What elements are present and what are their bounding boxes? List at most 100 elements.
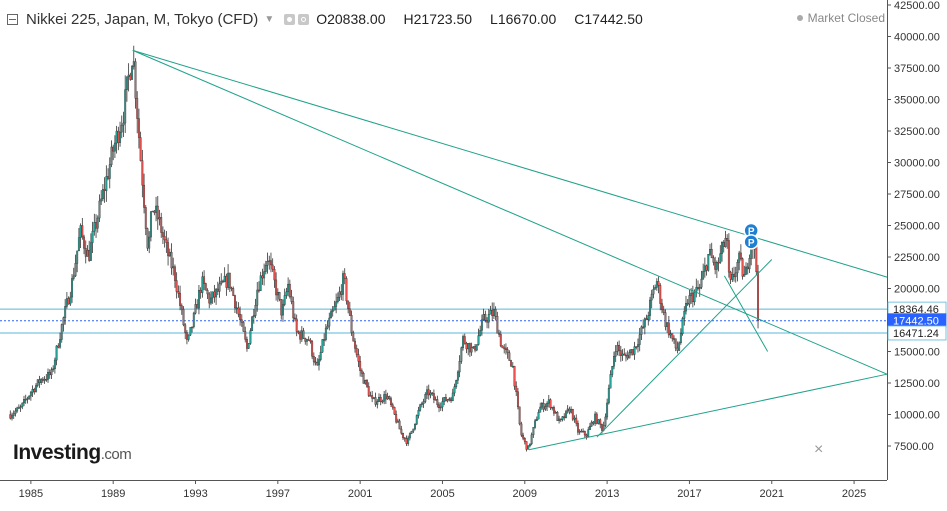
y-tick-label: 42500.00 (894, 0, 940, 12)
candle-body (131, 66, 134, 80)
ohlc-close: C17442.50 (574, 11, 643, 27)
symbol-title[interactable]: Nikkei 225, Japan, M, Tokyo (CFD) (26, 10, 259, 28)
candle-body (678, 342, 681, 351)
candle-body (141, 160, 144, 186)
candle-body (537, 412, 540, 420)
x-tick-label: 2013 (595, 488, 619, 500)
candle-body (270, 260, 272, 266)
candle-body (631, 349, 634, 355)
candle-body (657, 281, 660, 286)
candle-body (734, 272, 737, 278)
candle-body (372, 397, 375, 399)
candle-body (741, 258, 744, 277)
candle-body (554, 411, 557, 414)
candle-body (355, 348, 358, 355)
candle-body (594, 413, 597, 424)
candle-body (635, 346, 638, 348)
candle-body (595, 413, 598, 424)
investing-logo: Investing.com (13, 441, 132, 465)
candle-body (292, 301, 295, 319)
candle-body (182, 309, 185, 326)
candle-body (35, 385, 37, 392)
candle-body (625, 354, 627, 357)
candle-body (523, 438, 526, 442)
candle-body (302, 330, 305, 339)
candle-body (234, 295, 236, 309)
logo-domain: .com (100, 446, 132, 463)
eye-icon[interactable] (284, 13, 296, 25)
candle-body (715, 261, 718, 270)
candle-body (247, 343, 250, 349)
candle-body (120, 124, 123, 133)
candle-body (626, 355, 629, 359)
candle-body (494, 309, 497, 317)
candle-body (451, 392, 454, 402)
trendline[interactable] (596, 259, 773, 438)
candle-body (438, 404, 440, 409)
x-tick-label: 1989 (101, 488, 125, 500)
candle-body (705, 265, 708, 271)
candle-body (71, 278, 73, 298)
gear-icon[interactable] (298, 13, 310, 25)
candle-body (510, 360, 513, 367)
candle-body (662, 309, 665, 313)
y-tick-label: 27500.00 (894, 189, 940, 201)
candle-body (69, 296, 72, 305)
candle-body (144, 207, 147, 229)
candle-body (67, 298, 70, 305)
candle-body (552, 407, 555, 414)
candle-body (143, 184, 146, 208)
candle-body (695, 287, 698, 293)
trendline[interactable] (132, 49, 888, 375)
candle-body (359, 361, 362, 371)
candle-body (503, 347, 506, 350)
candle-body (220, 280, 223, 285)
candle-body (336, 297, 339, 302)
candle-body (345, 278, 348, 302)
candle-body (134, 61, 137, 99)
candle-body (48, 372, 51, 376)
candle-body (474, 346, 477, 351)
last-price-label: 17442.50 (893, 316, 939, 328)
candle-body (522, 434, 525, 439)
candle-body (558, 418, 561, 421)
collapse-icon[interactable] (7, 13, 18, 25)
event-marker-badge[interactable] (743, 234, 759, 250)
candle-body (184, 324, 187, 333)
candle-body (204, 283, 207, 291)
candle-body (76, 250, 79, 264)
candle-body (468, 343, 471, 353)
y-tick-label: 20000.00 (894, 284, 940, 296)
candle-body (381, 400, 384, 403)
trendline[interactable] (132, 49, 888, 278)
candle-body (707, 254, 710, 271)
candle-body (609, 374, 612, 389)
candle-body (246, 339, 248, 349)
candle-body (456, 371, 459, 381)
candle-body (642, 326, 645, 329)
candle-body (36, 379, 39, 386)
candle-body (511, 365, 514, 368)
candle-body (117, 130, 120, 143)
candle-body (165, 239, 168, 243)
close-icon[interactable]: × (814, 441, 824, 458)
candle-body (268, 260, 271, 262)
trendline[interactable] (528, 373, 888, 451)
candle-body (587, 429, 590, 437)
candle-body (107, 176, 109, 179)
candle-body (458, 361, 461, 373)
candle-body (378, 397, 380, 402)
candle-body (393, 406, 396, 415)
chevron-down-icon[interactable]: ▼ (264, 13, 275, 25)
candle-body (288, 283, 291, 297)
candle-body (736, 262, 739, 274)
candle-body (369, 395, 372, 397)
candle-body (686, 302, 689, 305)
candle-body (722, 242, 725, 247)
candle-body (681, 318, 684, 335)
candle-body (583, 430, 586, 436)
candle-body (319, 351, 322, 360)
trendline[interactable] (723, 275, 769, 352)
candle-body (278, 292, 281, 300)
